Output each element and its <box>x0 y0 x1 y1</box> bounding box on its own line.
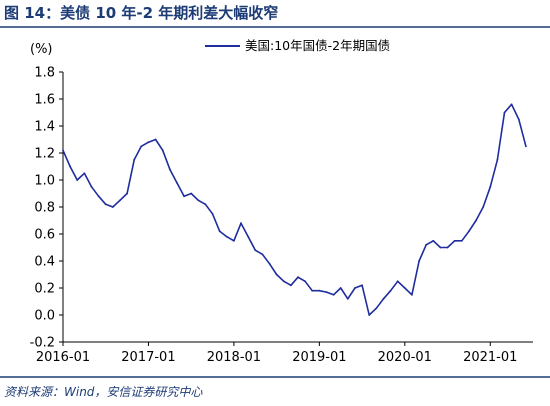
data-point <box>425 243 428 246</box>
data-point <box>154 138 157 141</box>
y-tick-label: 0.4 <box>34 255 55 270</box>
data-point <box>318 289 321 292</box>
data-point <box>261 253 264 256</box>
data-point <box>126 192 128 195</box>
y-tick-label: -0.2 <box>30 336 55 351</box>
data-point <box>76 179 79 181</box>
data-point <box>233 239 235 242</box>
data-point <box>290 284 292 287</box>
data-point <box>204 203 207 206</box>
y-tick-label: 0.0 <box>34 309 55 324</box>
data-point <box>325 291 328 293</box>
series-line-0 <box>62 103 527 316</box>
data-point <box>517 118 520 121</box>
data-point <box>62 149 64 152</box>
data-point <box>525 145 527 148</box>
data-point <box>183 195 186 198</box>
data-point <box>354 287 356 289</box>
data-point <box>489 185 492 188</box>
data-point <box>446 246 449 249</box>
x-tick-label: 2019-01 <box>292 350 346 365</box>
data-point <box>346 297 349 300</box>
data-point <box>90 185 93 188</box>
data-point <box>254 249 257 252</box>
data-point <box>83 172 86 175</box>
data-point <box>111 206 114 208</box>
series-layer <box>62 103 527 316</box>
legend: 美国:10年国债-2年期国债 <box>205 38 390 53</box>
data-point <box>197 199 200 202</box>
y-tick-label: 1.4 <box>34 120 55 135</box>
data-point <box>211 212 214 215</box>
data-point <box>375 307 378 310</box>
y-tick-label: 1.0 <box>34 174 55 189</box>
data-point <box>297 276 299 279</box>
data-point <box>168 168 171 171</box>
data-point <box>97 195 100 198</box>
data-point <box>311 289 314 292</box>
y-tick-label: 1.6 <box>34 93 55 108</box>
data-point <box>140 145 143 148</box>
data-point <box>176 181 178 184</box>
y-axis-unit: (%) <box>30 42 53 57</box>
data-point <box>475 219 477 222</box>
data-point <box>382 297 385 300</box>
x-tick-label: 2017-01 <box>121 350 175 365</box>
x-tick-label: 2018-01 <box>207 350 261 365</box>
y-tick-label: 1.2 <box>34 147 55 162</box>
y-tick-label: 0.2 <box>34 282 55 297</box>
data-point <box>468 230 470 233</box>
y-tick-label: 0.8 <box>34 201 55 216</box>
data-point <box>282 280 285 283</box>
data-point <box>432 239 435 242</box>
data-point <box>218 230 221 233</box>
source-note: 资料来源：Wind，安信证券研究中心 <box>4 385 203 399</box>
legend-label: 美国:10年国债-2年期国债 <box>245 38 390 53</box>
data-point <box>225 235 228 238</box>
data-point <box>453 239 456 242</box>
data-point <box>339 287 342 289</box>
data-point <box>510 103 513 106</box>
data-point <box>104 203 107 206</box>
data-point <box>332 293 335 296</box>
data-point <box>161 149 164 152</box>
x-tick-label: 2016-01 <box>36 350 90 365</box>
data-point <box>503 111 506 114</box>
data-point <box>439 246 442 249</box>
data-point <box>396 280 399 283</box>
data-point <box>411 293 413 296</box>
x-tick-label: 2020-01 <box>378 350 432 365</box>
data-point <box>69 165 71 168</box>
data-point <box>460 239 463 242</box>
y-tick-label: 1.8 <box>34 66 55 81</box>
data-point <box>119 199 121 202</box>
data-point <box>247 235 250 238</box>
data-point <box>133 158 136 161</box>
data-point <box>482 206 485 208</box>
data-point <box>268 262 271 265</box>
figure-title: 图 14：美债 10 年-2 年期利差大幅收窄 <box>4 4 278 22</box>
data-point <box>361 284 363 287</box>
data-point <box>275 273 278 276</box>
data-point <box>147 141 150 144</box>
data-point <box>418 260 420 262</box>
y-tick-label: 0.6 <box>34 228 55 243</box>
data-point <box>304 280 306 283</box>
data-point <box>389 289 392 292</box>
data-point <box>368 314 371 316</box>
data-point <box>403 287 406 289</box>
data-point <box>190 192 193 195</box>
axes: -0.2 0.0 0.2 0.4 0.6 0.8 1.0 1.2 1.4 1.6 1.8 2016-0… <box>30 66 533 365</box>
x-tick-label: 2021-01 <box>463 350 517 365</box>
data-point <box>496 158 499 161</box>
data-point <box>240 222 242 225</box>
